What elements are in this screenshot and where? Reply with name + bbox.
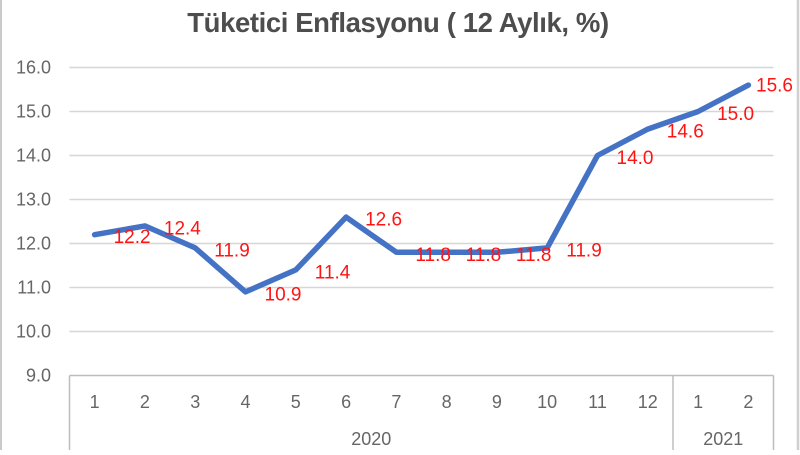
svg-text:11.4: 11.4: [315, 262, 351, 283]
svg-text:11.9: 11.9: [214, 240, 250, 261]
svg-text:4: 4: [240, 392, 250, 412]
svg-text:8: 8: [442, 392, 452, 412]
svg-text:2021: 2021: [703, 429, 743, 449]
svg-text:14.0: 14.0: [16, 146, 51, 166]
svg-text:13.0: 13.0: [16, 190, 51, 210]
svg-text:14.6: 14.6: [667, 122, 704, 143]
svg-text:7: 7: [391, 392, 401, 412]
svg-text:11.0: 11.0: [17, 278, 51, 298]
svg-text:12.4: 12.4: [164, 218, 201, 239]
svg-text:10.9: 10.9: [265, 284, 302, 305]
svg-text:11.8: 11.8: [516, 245, 552, 266]
svg-text:2: 2: [743, 392, 753, 412]
svg-text:9.0: 9.0: [26, 366, 51, 386]
svg-text:6: 6: [341, 392, 351, 412]
svg-text:10: 10: [537, 392, 557, 412]
svg-text:15.0: 15.0: [717, 104, 754, 125]
svg-text:11.9: 11.9: [566, 240, 602, 261]
svg-text:12.0: 12.0: [16, 234, 51, 254]
svg-text:15.6: 15.6: [756, 76, 793, 97]
svg-text:10.0: 10.0: [16, 322, 51, 342]
svg-text:11: 11: [588, 392, 607, 412]
svg-text:11.8: 11.8: [415, 245, 451, 266]
svg-text:12.2: 12.2: [114, 227, 151, 248]
svg-text:9: 9: [492, 392, 502, 412]
svg-text:5: 5: [291, 392, 301, 412]
svg-text:Tüketici Enflasyonu ( 12 Aylık: Tüketici Enflasyonu ( 12 Aylık, %): [187, 7, 608, 38]
svg-text:16.0: 16.0: [16, 58, 51, 78]
svg-text:14.0: 14.0: [617, 148, 654, 169]
svg-text:1: 1: [90, 392, 100, 412]
svg-text:15.0: 15.0: [16, 102, 51, 122]
svg-text:3: 3: [190, 392, 200, 412]
svg-text:11.8: 11.8: [466, 245, 502, 266]
svg-text:12.6: 12.6: [365, 210, 402, 231]
svg-text:2020: 2020: [351, 429, 391, 449]
svg-text:1: 1: [693, 392, 703, 412]
svg-text:12: 12: [638, 392, 658, 412]
svg-text:2: 2: [140, 392, 150, 412]
